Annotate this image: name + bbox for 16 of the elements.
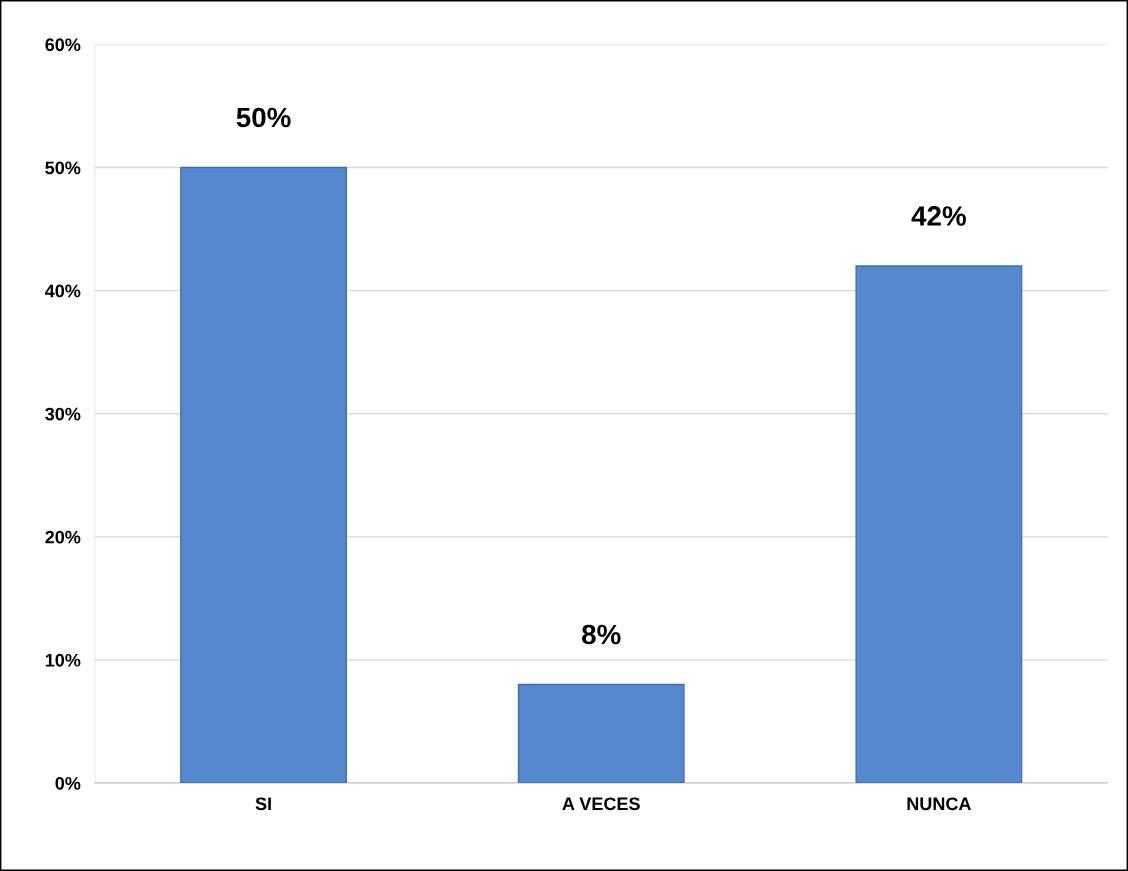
y-tick-label: 50% — [45, 161, 81, 175]
y-tick-label: 30% — [45, 407, 81, 421]
y-tick-label: 40% — [45, 284, 81, 298]
y-tick-label: 0% — [55, 776, 81, 790]
x-tick-label: NUNCA — [907, 797, 971, 811]
y-tick-label: 10% — [45, 653, 81, 667]
data-label: 50% — [236, 107, 291, 128]
bar — [180, 166, 347, 784]
y-tick-label: 20% — [45, 530, 81, 544]
data-label: 42% — [911, 206, 966, 226]
bar — [517, 683, 685, 784]
x-tick-label: SI — [255, 797, 271, 811]
bar — [855, 265, 1023, 784]
data-label: 8% — [582, 624, 621, 645]
x-tick-label: A VECES — [562, 797, 640, 811]
y-tick-label: 60% — [45, 38, 81, 52]
